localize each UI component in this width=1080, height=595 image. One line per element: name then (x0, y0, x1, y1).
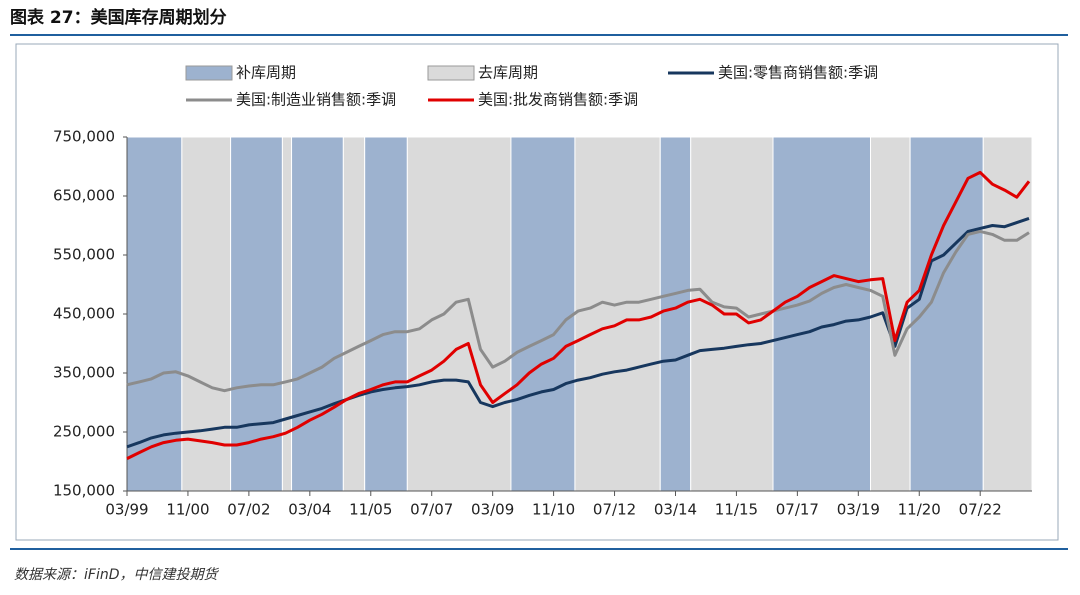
x-tick-label: 11/10 (532, 501, 575, 519)
y-tick-label: 650,000 (53, 187, 115, 205)
cycle-band (281, 136, 293, 492)
cycle-band (510, 136, 576, 492)
x-tick-label: 07/07 (410, 501, 453, 519)
legend-label: 补库周期 (236, 64, 296, 82)
cycle-band (291, 136, 344, 492)
legend-label: 美国:制造业销售额:季调 (236, 91, 396, 109)
legend-label: 去库周期 (478, 64, 538, 82)
legend-swatch (427, 65, 475, 81)
chart-title: 图表 27：美国库存周期划分 (10, 7, 227, 28)
cycle-band (126, 136, 183, 492)
x-tick-label: 07/17 (776, 501, 819, 519)
cycle-band (342, 136, 366, 492)
y-tick-label: 350,000 (53, 364, 115, 382)
x-tick-label: 03/99 (105, 501, 148, 519)
y-tick-label: 250,000 (53, 423, 115, 441)
cycle-band (406, 136, 512, 492)
y-tick-label: 550,000 (53, 246, 115, 264)
x-tick-label: 11/00 (166, 501, 209, 519)
y-tick-label: 450,000 (53, 305, 115, 323)
chart-frame (15, 43, 1059, 541)
x-tick-label: 07/22 (959, 501, 1002, 519)
cycle-band (772, 136, 872, 492)
cycle-band (982, 136, 1033, 492)
source-note: 数据来源：iFinD，中信建投期货 (14, 567, 219, 583)
x-tick-label: 11/15 (715, 501, 758, 519)
x-tick-label: 03/09 (471, 501, 514, 519)
legend-label: 美国:批发商销售额:季调 (478, 91, 638, 109)
x-tick-label: 03/19 (837, 501, 880, 519)
x-tick-label: 07/02 (227, 501, 270, 519)
legend-swatch (185, 65, 233, 81)
cycle-band (659, 136, 692, 492)
series-line (126, 170, 1031, 460)
legend-label: 美国:零售商销售额:季调 (718, 64, 878, 82)
x-tick-label: 03/14 (654, 501, 697, 519)
series-line (126, 229, 1030, 393)
x-tick-label: 03/04 (288, 501, 331, 519)
x-tick-label: 11/05 (349, 501, 392, 519)
cycle-band (574, 136, 661, 492)
x-tick-label: 11/20 (898, 501, 941, 519)
y-tick-label: 750,000 (53, 128, 115, 146)
cycle-band (364, 136, 408, 492)
series-line (126, 216, 1030, 449)
cycle-band (230, 136, 283, 492)
x-tick-label: 07/12 (593, 501, 636, 519)
y-tick-label: 150,000 (53, 482, 115, 500)
